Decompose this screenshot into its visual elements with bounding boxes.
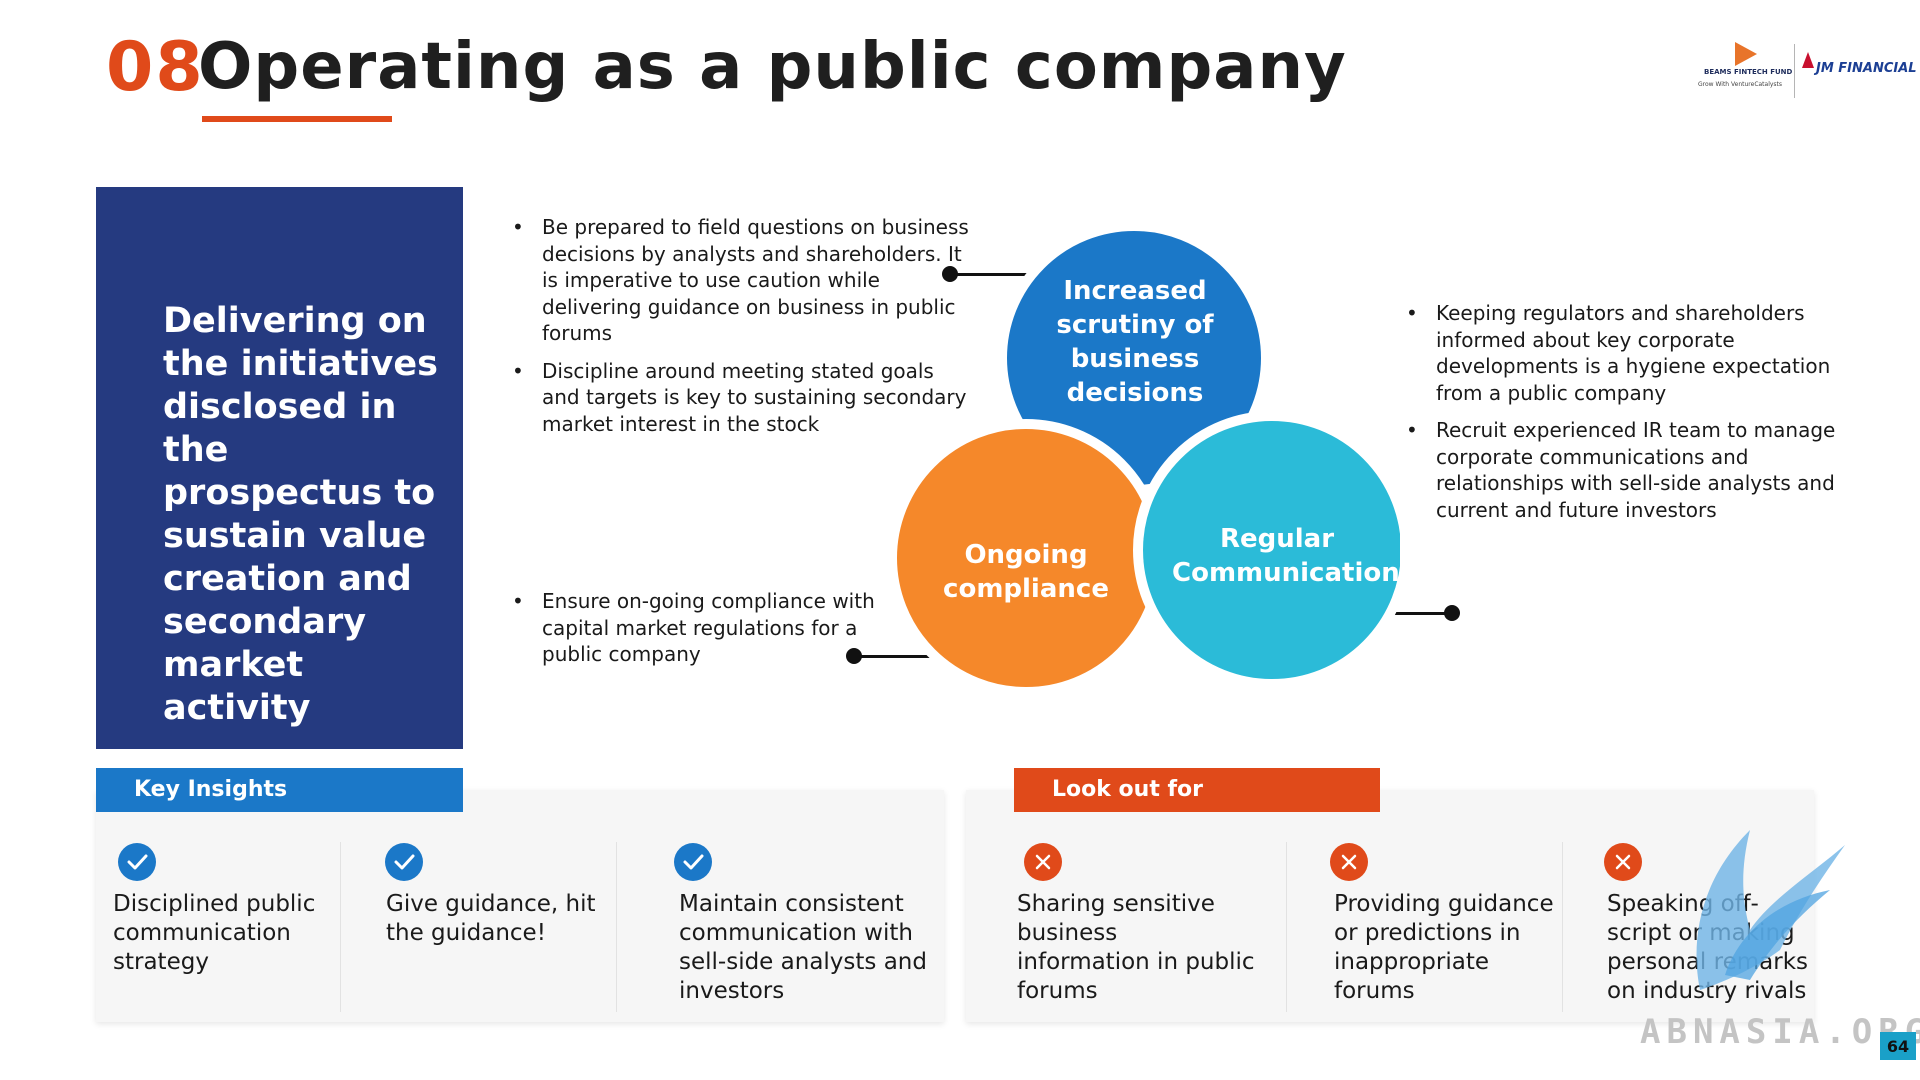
- connector-line-compliance: [856, 655, 940, 658]
- close-icon: [1330, 843, 1368, 881]
- bullet-list-communication: Keeping regulators and shareholders info…: [1406, 300, 1846, 534]
- check-icon: [674, 843, 712, 881]
- venn-circles: [887, 221, 1411, 697]
- page-title: Operating as a public company: [198, 30, 1347, 104]
- circle-label-scrutiny: Increased scrutiny of business decisions: [1056, 276, 1214, 408]
- warning-item: Sharing sensitive business information i…: [1017, 891, 1255, 1004]
- logo-divider: [1794, 44, 1795, 98]
- list-item: Keeping regulators and shareholders info…: [1406, 300, 1846, 406]
- bullet-list-scrutiny: Be prepared to field questions on busine…: [512, 214, 972, 448]
- page-number: 64: [1880, 1032, 1916, 1060]
- beams-logo-text: BEAMS FINTECH FUND: [1704, 68, 1793, 76]
- key-insights-heading: Key Insights: [96, 768, 463, 812]
- look-out-for-heading: Look out for: [1014, 768, 1380, 812]
- insight-item: Give guidance, hit the guidance!: [386, 891, 596, 946]
- column-divider: [1286, 842, 1287, 1012]
- connector-line-communication: [1366, 612, 1454, 615]
- highlight-text: Delivering on the initiatives disclosed …: [163, 301, 438, 728]
- list-item: Be prepared to field questions on busine…: [512, 214, 972, 347]
- connector-dot-communication: [1444, 605, 1460, 621]
- highlight-box: [96, 187, 463, 749]
- warning-item: Providing guidance or predictions in ina…: [1334, 891, 1554, 1004]
- look-out-for-panel: [966, 790, 1814, 1022]
- column-divider: [340, 842, 341, 1012]
- list-item: Ensure on-going compliance with capital …: [512, 588, 912, 668]
- column-divider: [616, 842, 617, 1012]
- beams-logo-icon: [1735, 42, 1757, 66]
- bullet-list-compliance: Ensure on-going compliance with capital …: [512, 588, 912, 679]
- connector-line-scrutiny: [952, 273, 1036, 276]
- check-icon: [118, 843, 156, 881]
- watermark-text: ABNASIA.ORG: [1640, 1012, 1920, 1052]
- close-icon: [1604, 843, 1642, 881]
- circle-label-compliance: Ongoing compliance: [943, 540, 1109, 604]
- jm-logo-icon: [1802, 52, 1814, 68]
- close-icon: [1024, 843, 1062, 881]
- watermark-bird-icon: [1696, 830, 1845, 990]
- key-insights-panel: [96, 790, 944, 1022]
- title-underline: [202, 116, 392, 122]
- beams-logo-tagline: Grow With VentureCatalysts: [1698, 81, 1783, 88]
- venn-diagram: Increased scrutiny of business decisions…: [880, 220, 1411, 700]
- jm-logo-text: JM FINANCIAL: [1816, 61, 1917, 76]
- insight-item: Maintain consistent communication with s…: [679, 891, 927, 1004]
- connector-dot-compliance: [846, 648, 862, 664]
- circle-label-communication: Regular Communication: [1172, 524, 1400, 588]
- insight-item: Disciplined public communication strateg…: [113, 891, 316, 975]
- column-divider: [1562, 842, 1563, 1012]
- section-number: 08: [106, 28, 205, 107]
- connector-dot-scrutiny: [942, 266, 958, 282]
- list-item: Recruit experienced IR team to manage co…: [1406, 417, 1846, 523]
- check-icon: [385, 843, 423, 881]
- logos: BEAMS FINTECH FUND Grow With VentureCata…: [1690, 40, 1917, 102]
- list-item: Discipline around meeting stated goals a…: [512, 358, 972, 438]
